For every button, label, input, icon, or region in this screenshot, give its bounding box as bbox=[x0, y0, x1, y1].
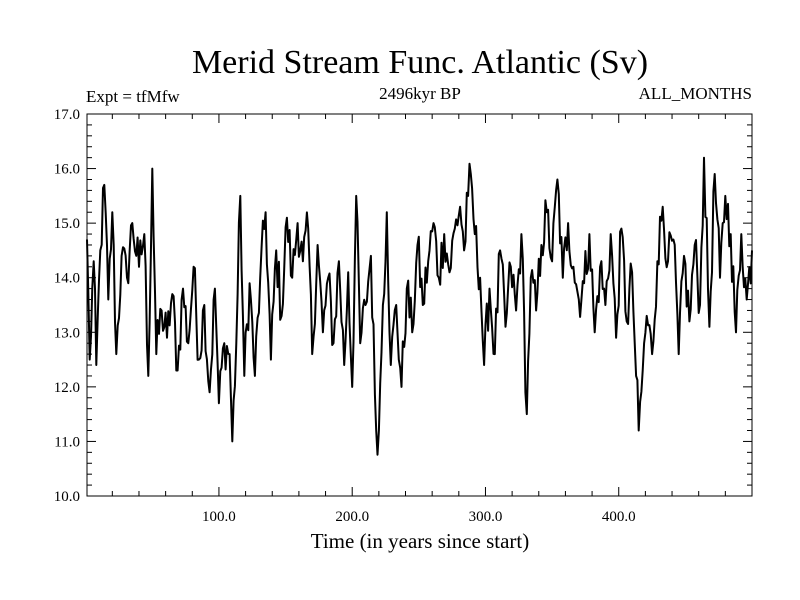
y-tick-label: 16.0 bbox=[54, 162, 80, 178]
y-tick-label: 15.0 bbox=[54, 216, 80, 232]
y-tick-label: 11.0 bbox=[54, 434, 80, 450]
series-line bbox=[86, 156, 753, 456]
x-tick-label: 200.0 bbox=[335, 509, 369, 525]
subtitle-right: ALL_MONTHS bbox=[639, 84, 752, 103]
x-tick-label: 100.0 bbox=[202, 509, 236, 525]
y-tick-label: 14.0 bbox=[54, 271, 80, 287]
y-tick-label: 13.0 bbox=[54, 325, 80, 341]
y-tick-label: 12.0 bbox=[54, 380, 80, 396]
y-tick-label: 10.0 bbox=[54, 489, 80, 505]
subtitle-center: 2496kyr BP bbox=[379, 84, 461, 103]
x-tick-label: 400.0 bbox=[602, 509, 636, 525]
y-tick-label: 17.0 bbox=[54, 107, 80, 123]
x-axis-label: Time (in years since start) bbox=[311, 529, 530, 553]
x-tick-label: 300.0 bbox=[469, 509, 503, 525]
plot-area: 10.0 11.0 12.0 13.0 14.0 15.0 16.0 17.0 100.0 200… bbox=[54, 107, 753, 525]
subtitle-left: Expt = tfMfw bbox=[86, 87, 180, 106]
plot-frame bbox=[86, 113, 753, 497]
chart-title: Merid Stream Func. Atlantic (Sv) bbox=[192, 44, 648, 81]
